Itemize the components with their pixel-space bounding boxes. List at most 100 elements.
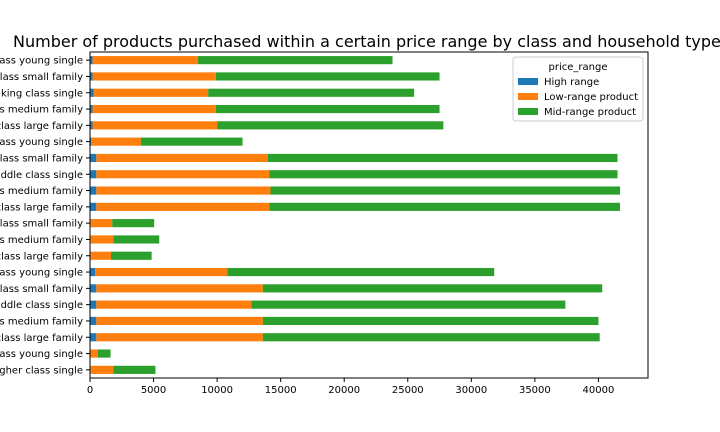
y-tick-label-8: s medium family [0, 186, 83, 197]
legend-box [512, 56, 644, 122]
bar-18-series-1 [90, 349, 98, 358]
bar-14-series-0 [90, 284, 97, 293]
bar-17-series-0 [90, 333, 97, 342]
y-tick-label-15: ddle class single [1, 300, 83, 311]
x-axis: 0 5000 10000 15000 20000 25000 30000 35000 40000 [87, 378, 615, 396]
bar-19-series-1 [90, 365, 114, 374]
plot-frame [89, 51, 649, 379]
y-tick-label-17: class large family [0, 333, 83, 344]
bar-16-series-0 [90, 316, 97, 326]
legend-label-2: Mid-range product [544, 107, 636, 118]
x-tick-label-8: 40000 [583, 385, 615, 396]
bar-11-series-2 [113, 235, 160, 244]
bars-group [90, 56, 621, 374]
bar-16-series-1 [96, 316, 263, 326]
bar-6-series-2 [267, 153, 618, 163]
bar-3-series-0 [90, 104, 93, 114]
bar-9-series-0 [90, 202, 97, 211]
bar-15-series-1 [96, 300, 252, 309]
y-tick-label-9: class large family [0, 202, 83, 213]
legend: price_range High range Low-range product Mi… [512, 56, 644, 122]
y-axis: ass young single class small family king c… [0, 56, 90, 376]
y-tick-label-16: s medium family [0, 316, 83, 327]
x-tick-label-6: 30000 [455, 385, 487, 396]
y-tick-label-4: class large family [0, 121, 83, 132]
y-tick-label-10: class small family [0, 219, 83, 230]
legend-swatch-1 [518, 93, 538, 100]
bar-8-series-0 [90, 186, 97, 195]
bar-14-series-1 [96, 284, 263, 293]
bar-1-series-0 [90, 72, 93, 81]
bar-5-series-0 [90, 137, 92, 146]
bar-7-series-1 [96, 170, 270, 179]
bar-8-series-1 [96, 186, 271, 195]
legend-label-0: High range [544, 77, 599, 88]
bar-4-series-0 [90, 121, 93, 130]
bar-0-series-0 [90, 56, 93, 65]
legend-swatch-0 [518, 78, 538, 85]
bar-5-series-1 [91, 137, 141, 146]
bar-11-series-1 [90, 235, 114, 244]
bar-4-series-2 [217, 121, 444, 130]
bar-15-series-2 [251, 300, 566, 309]
bar-2-series-2 [208, 88, 415, 97]
bar-3-series-2 [215, 104, 440, 114]
bar-8-series-2 [270, 186, 621, 195]
y-tick-label-6: class small family [0, 153, 83, 164]
bar-4-series-1 [92, 121, 218, 130]
chart-title: Number of products purchased within a ce… [13, 32, 720, 51]
y-tick-label-14: class small family [0, 284, 83, 295]
bar-16-series-2 [262, 316, 599, 326]
x-tick-label-0: 0 [87, 385, 93, 396]
bar-13-series-1 [95, 267, 228, 277]
bar-12-series-2 [110, 251, 152, 260]
bar-9-series-2 [269, 202, 621, 211]
x-tick-label-4: 20000 [328, 385, 360, 396]
bar-13-series-0 [90, 267, 96, 277]
bar-7-series-0 [90, 170, 97, 179]
x-tick-label-2: 10000 [201, 385, 233, 396]
bar-12-series-1 [90, 251, 111, 260]
bar-19-series-2 [113, 365, 156, 374]
bar-6-series-1 [96, 153, 268, 163]
bar-10-series-2 [112, 219, 155, 228]
y-tick-label-18: ass young single [0, 349, 83, 360]
bar-17-series-1 [96, 333, 263, 342]
bar-0-series-1 [92, 56, 199, 65]
y-tick-label-0: ass young single [0, 56, 83, 67]
x-tick-label-3: 15000 [265, 385, 297, 396]
legend-label-1: Low-range product [544, 92, 638, 103]
x-tick-label-7: 35000 [519, 385, 551, 396]
legend-swatch-2 [518, 108, 538, 115]
y-tick-label-2: king class single [1, 88, 83, 99]
bar-9-series-1 [96, 202, 270, 211]
y-tick-label-3: s medium family [0, 105, 83, 116]
y-tick-label-7: ddle class single [1, 170, 83, 181]
legend-title: price_range [549, 62, 608, 73]
bar-13-series-2 [227, 267, 495, 277]
x-tick-label-5: 25000 [392, 385, 424, 396]
bar-17-series-2 [262, 333, 600, 342]
bar-15-series-0 [90, 300, 97, 309]
bar-1-series-1 [92, 72, 216, 81]
bar-18-series-2 [97, 349, 111, 358]
y-tick-label-13: ass young single [0, 268, 83, 279]
y-tick-label-5: ass young single [0, 137, 83, 148]
plot-border [89, 51, 649, 379]
bar-3-series-1 [92, 104, 216, 114]
y-tick-label-1: class small family [0, 72, 83, 83]
y-tick-label-11: s medium family [0, 235, 83, 246]
bar-1-series-2 [215, 72, 440, 81]
bar-5-series-2 [140, 137, 243, 146]
x-tick-label-1: 5000 [141, 385, 166, 396]
bar-2-series-0 [90, 88, 94, 97]
bar-10-series-1 [90, 219, 113, 228]
y-tick-label-12: class large family [0, 251, 83, 262]
bar-7-series-2 [269, 170, 618, 179]
bar-6-series-0 [90, 153, 97, 163]
bar-2-series-1 [93, 88, 209, 97]
bar-0-series-2 [198, 56, 393, 65]
bar-14-series-2 [262, 284, 603, 293]
y-tick-label-19: gher class single [0, 365, 83, 376]
